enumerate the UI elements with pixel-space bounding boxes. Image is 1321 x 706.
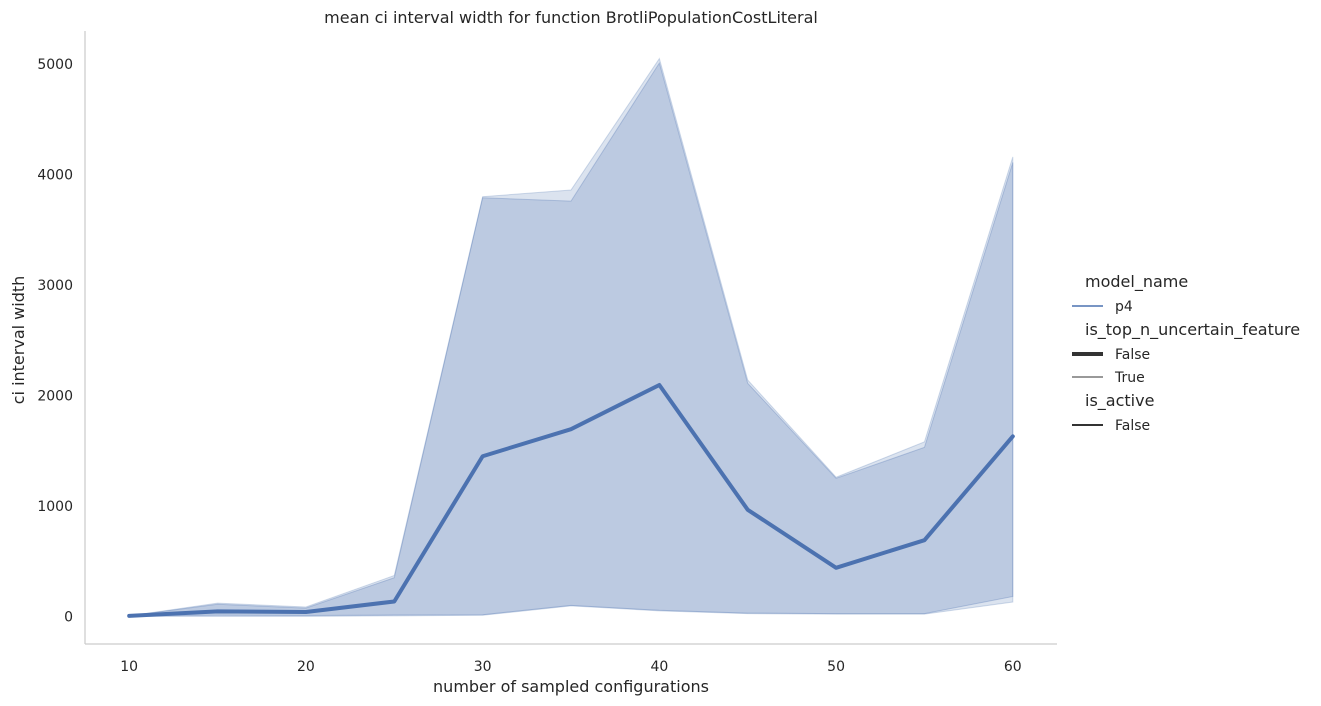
- x-axis-title: number of sampled configurations: [433, 677, 709, 696]
- y-tick-label: 3000: [37, 278, 73, 294]
- legend-label: False: [1115, 347, 1150, 363]
- x-tick-label: 60: [1004, 659, 1022, 675]
- plot-area: [127, 57, 1015, 618]
- y-tick-label: 0: [64, 609, 73, 625]
- legend: model_name p4 is_top_n_uncertain_feature Fa…: [1072, 272, 1300, 434]
- legend-title: is_active: [1085, 391, 1154, 411]
- y-tick-label: 5000: [37, 57, 73, 73]
- y-tick-label: 2000: [37, 388, 73, 404]
- y-axis-ticks: 0 1000 2000 3000 4000 5000: [37, 57, 73, 625]
- legend-label: False: [1115, 418, 1150, 434]
- legend-label: True: [1114, 370, 1145, 386]
- legend-title: model_name: [1085, 272, 1188, 292]
- x-axis-ticks: 10 20 30 40 50 60: [120, 659, 1021, 675]
- x-tick-label: 20: [297, 659, 315, 675]
- legend-label: p4: [1115, 299, 1133, 315]
- confidence-band: [129, 61, 1014, 617]
- y-axis-title: ci interval width: [9, 276, 28, 405]
- x-tick-label: 40: [650, 659, 668, 675]
- legend-title: is_top_n_uncertain_feature: [1085, 320, 1300, 340]
- x-tick-label: 30: [474, 659, 492, 675]
- chart-title: mean ci interval width for function Brot…: [324, 8, 818, 27]
- confidence-band-outer: [128, 57, 1014, 617]
- x-tick-label: 10: [120, 659, 138, 675]
- y-tick-label: 4000: [37, 168, 73, 184]
- y-tick-label: 1000: [37, 499, 73, 515]
- x-tick-label: 50: [827, 659, 845, 675]
